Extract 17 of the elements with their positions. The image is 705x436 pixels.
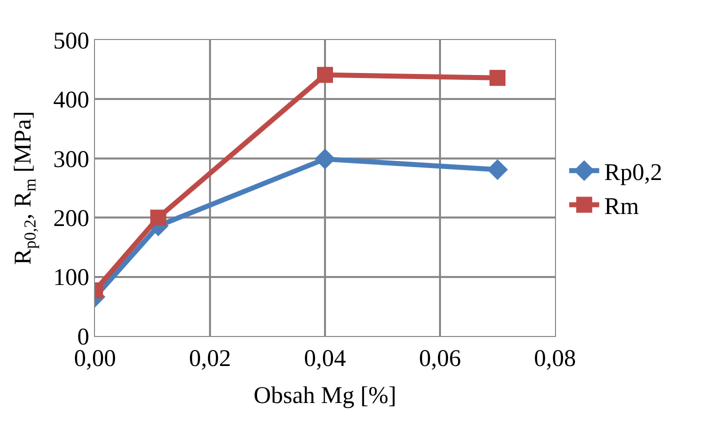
y-tick-label: 400 — [53, 88, 90, 114]
x-tick-label: 0,02 — [189, 346, 231, 372]
point — [317, 66, 333, 83]
point — [314, 148, 336, 170]
point — [487, 159, 508, 180]
x-tick-label: 0,08 — [534, 346, 576, 372]
y-tick-label: 200 — [53, 206, 90, 232]
legend-label: Rm — [604, 194, 640, 220]
legend-label: Rp0,2 — [604, 160, 662, 186]
point — [490, 70, 506, 86]
y-tick-label: 100 — [53, 265, 90, 292]
x-tick-label: 0,04 — [304, 346, 346, 372]
point — [150, 210, 166, 226]
y-tick-label: 500 — [53, 28, 90, 54]
x-tick-label: 0,06 — [419, 346, 461, 372]
x-axis-title: Obsah Mg [%] — [254, 383, 396, 410]
y-tick-label: 300 — [53, 146, 90, 173]
